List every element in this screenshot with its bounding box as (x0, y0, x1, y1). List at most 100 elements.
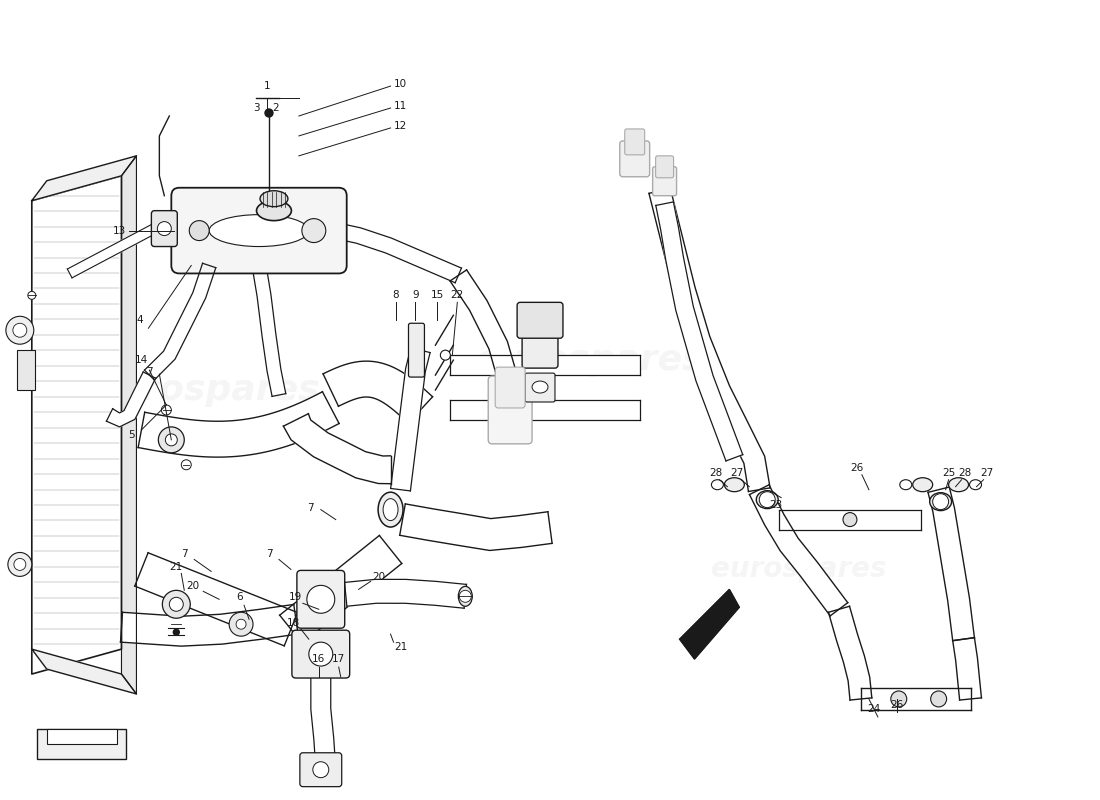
Circle shape (236, 619, 246, 630)
Ellipse shape (969, 480, 981, 490)
Circle shape (169, 598, 184, 611)
Polygon shape (450, 270, 522, 398)
Circle shape (460, 590, 471, 602)
Ellipse shape (532, 381, 548, 393)
Polygon shape (121, 605, 298, 646)
Text: 4: 4 (136, 315, 143, 326)
Text: 25: 25 (942, 468, 955, 478)
Circle shape (13, 323, 26, 338)
Ellipse shape (256, 201, 292, 221)
Text: 20: 20 (187, 582, 200, 591)
Text: 7: 7 (146, 367, 153, 377)
FancyBboxPatch shape (47, 729, 117, 744)
Text: eurospares: eurospares (92, 373, 320, 407)
Ellipse shape (913, 478, 933, 492)
Text: 13: 13 (113, 226, 127, 235)
Circle shape (891, 691, 906, 707)
Text: 27: 27 (980, 468, 993, 478)
Polygon shape (828, 606, 872, 700)
Polygon shape (749, 485, 848, 616)
FancyBboxPatch shape (495, 367, 525, 408)
FancyBboxPatch shape (625, 129, 645, 155)
FancyBboxPatch shape (517, 302, 563, 338)
Polygon shape (121, 156, 136, 694)
FancyBboxPatch shape (297, 570, 344, 628)
Circle shape (158, 427, 185, 453)
Circle shape (931, 691, 947, 707)
Circle shape (28, 291, 36, 299)
Circle shape (301, 218, 326, 242)
Ellipse shape (260, 190, 288, 206)
Text: 7: 7 (182, 550, 188, 559)
Text: 12: 12 (394, 121, 407, 131)
Text: 1: 1 (264, 81, 271, 91)
Circle shape (6, 316, 34, 344)
Text: 9: 9 (412, 290, 419, 300)
FancyBboxPatch shape (36, 729, 126, 758)
Ellipse shape (383, 498, 398, 521)
Text: 26: 26 (850, 462, 864, 473)
Polygon shape (928, 487, 975, 641)
Circle shape (440, 350, 450, 360)
Polygon shape (32, 176, 121, 674)
Polygon shape (656, 202, 743, 461)
Ellipse shape (757, 490, 778, 509)
Ellipse shape (900, 480, 912, 490)
Text: 7: 7 (308, 502, 315, 513)
Text: 21: 21 (394, 642, 407, 652)
FancyBboxPatch shape (408, 323, 425, 377)
Circle shape (933, 494, 948, 510)
Text: 27: 27 (730, 468, 744, 478)
Polygon shape (311, 674, 336, 770)
Circle shape (162, 405, 172, 415)
Text: 8: 8 (393, 290, 399, 300)
Text: 22: 22 (451, 290, 464, 300)
Polygon shape (953, 638, 981, 700)
Ellipse shape (459, 586, 472, 606)
Text: 2: 2 (273, 103, 279, 113)
Polygon shape (284, 414, 390, 484)
Ellipse shape (930, 493, 952, 510)
Polygon shape (779, 510, 921, 530)
Text: 20: 20 (372, 572, 385, 582)
Text: 17: 17 (332, 654, 345, 664)
Text: 6: 6 (235, 592, 242, 602)
Circle shape (843, 513, 857, 526)
Polygon shape (135, 553, 298, 646)
Polygon shape (399, 504, 552, 550)
Text: 11: 11 (394, 101, 407, 111)
FancyBboxPatch shape (488, 376, 532, 444)
Text: 28: 28 (708, 468, 722, 478)
Bar (16, 350, 35, 390)
Ellipse shape (712, 480, 724, 490)
Polygon shape (680, 590, 739, 659)
Circle shape (165, 434, 177, 446)
Circle shape (189, 221, 209, 241)
Text: 23: 23 (770, 500, 783, 510)
FancyBboxPatch shape (619, 141, 650, 177)
Text: 19: 19 (289, 592, 302, 602)
Text: 24: 24 (867, 704, 880, 714)
Text: 10: 10 (394, 79, 407, 89)
Ellipse shape (209, 214, 309, 246)
Polygon shape (107, 372, 155, 427)
Circle shape (265, 109, 273, 117)
FancyBboxPatch shape (656, 156, 673, 178)
Text: 18: 18 (287, 618, 300, 628)
Polygon shape (344, 579, 466, 608)
Ellipse shape (948, 478, 968, 492)
Text: 16: 16 (312, 654, 326, 664)
Polygon shape (279, 535, 401, 643)
FancyBboxPatch shape (152, 210, 177, 246)
Text: 28: 28 (958, 468, 971, 478)
Text: eurospares: eurospares (712, 555, 887, 583)
Text: 7: 7 (266, 550, 273, 559)
Circle shape (229, 612, 253, 636)
Circle shape (182, 460, 191, 470)
Polygon shape (861, 688, 970, 710)
Text: eurospares: eurospares (475, 343, 704, 377)
FancyBboxPatch shape (300, 753, 342, 786)
Polygon shape (252, 264, 286, 396)
Text: 21: 21 (169, 562, 183, 573)
Polygon shape (32, 156, 136, 201)
